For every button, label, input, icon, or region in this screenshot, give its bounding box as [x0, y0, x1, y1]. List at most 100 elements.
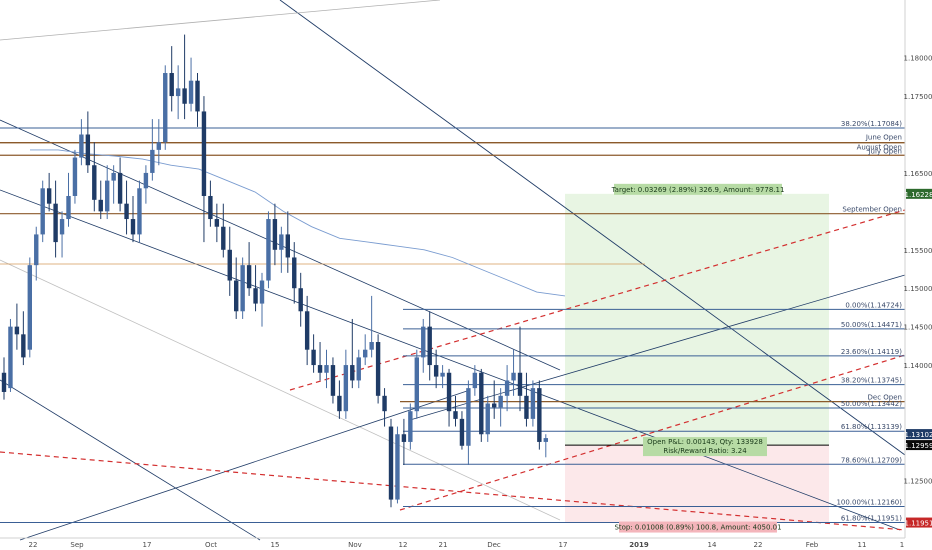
candle-body [492, 403, 497, 408]
candle-body [317, 365, 323, 373]
candle-body [227, 249, 232, 281]
level-label: 61.80%(1.13139) [841, 423, 902, 431]
candlesticks [1, 34, 548, 508]
level-label: 50.00%(1.13442) [841, 400, 902, 408]
candle-body [272, 219, 278, 250]
level-label: September Open [842, 206, 902, 214]
candle-body [459, 418, 465, 446]
candle-body [85, 134, 91, 166]
time-axis: 22 Sep 17 Oct 15 Nov 12 21 Dec 17 2019 14 22 Feb 11 1 [0, 537, 905, 549]
candle-body [330, 365, 336, 396]
price-axis-bg [905, 0, 932, 550]
level-label: Dec Open [868, 394, 902, 402]
candle-body [363, 349, 368, 358]
trend-line [289, 209, 906, 391]
price-tick: 1.17500 [904, 93, 932, 101]
level-label: 50.00%(1.14471) [841, 321, 902, 329]
target-box [614, 183, 782, 195]
candle-body [221, 226, 226, 250]
price-tick: 1.14500 [904, 324, 932, 332]
price-tick: 1.12500 [904, 477, 932, 485]
candle-body [98, 199, 103, 212]
candle-body [92, 165, 97, 200]
candle-body [111, 172, 116, 181]
candle-body [375, 342, 381, 396]
level-label: August Open [857, 144, 902, 152]
trend-line [409, 274, 906, 421]
price-tick: 1.15500 [904, 247, 932, 255]
price-tag [906, 429, 932, 440]
candle-body [188, 80, 194, 104]
candle-body [498, 395, 503, 408]
candle-body [543, 438, 548, 442]
stop-box [619, 521, 777, 533]
candle-body [201, 111, 207, 196]
position-tool[interactable]: Target: 0.03269 (2.89%) 326.9, Amount: 9… [565, 183, 829, 533]
candle-body [72, 157, 78, 196]
candle-body [14, 326, 20, 335]
candle-body [105, 180, 110, 212]
candle-body [356, 357, 361, 381]
candle-body [59, 219, 65, 235]
time-tick: Sep [70, 541, 84, 549]
candle-body [53, 203, 58, 243]
candle-body [214, 219, 220, 227]
candle-body [169, 73, 174, 97]
trend-line [0, 189, 901, 531]
stop-label: Stop: 0.01008 (0.89%) 100.8, Amount: 405… [614, 524, 781, 532]
candle-body [240, 265, 245, 312]
price-tick: 1.16500 [904, 170, 932, 178]
time-tick: 2019 [629, 541, 649, 549]
price-tick: 1.18000 [904, 55, 932, 63]
candle-body [369, 342, 374, 350]
candle-body [208, 195, 213, 220]
trend-line [399, 354, 906, 511]
candle-body [40, 188, 45, 235]
moving-average [30, 149, 566, 297]
trend-line [19, 389, 471, 541]
candle-body [253, 288, 258, 304]
level-label: 78.60%(1.12709) [841, 456, 902, 464]
trend-line [0, 451, 906, 531]
sma-line [30, 149, 566, 297]
candle-body [343, 365, 349, 412]
candle-body [440, 372, 445, 377]
candle-body [304, 311, 310, 350]
candle-body [246, 265, 252, 289]
candle-body [433, 365, 439, 377]
candle-body [524, 395, 529, 419]
candle-body [259, 280, 265, 304]
time-tick: 1 [900, 541, 904, 549]
candle-body [130, 219, 136, 235]
candle-body [234, 280, 239, 312]
candle-body [292, 257, 297, 289]
candle-body [453, 411, 458, 419]
profit-zone [565, 193, 829, 446]
candle-body [8, 326, 13, 389]
candle-body [34, 234, 39, 266]
trend-line [0, 0, 441, 41]
candle-body [511, 372, 516, 381]
level-label: June Open [865, 134, 902, 142]
candle-body [124, 203, 129, 220]
time-tick: Nov [348, 541, 362, 549]
candle-body [427, 326, 432, 366]
target-label: Target: 0.03269 (2.89%) 326.9, Amount: 9… [611, 186, 785, 194]
candle-body [285, 234, 290, 258]
level-label: 23.60%(1.14119) [841, 348, 902, 356]
candle-body [1, 372, 7, 392]
candle-body [517, 372, 523, 396]
trend-lines [0, 0, 906, 541]
candle-body [388, 426, 394, 500]
candle-body [137, 188, 142, 235]
pnl-label: Open P&L: 0.00143, Qty: 133928 [647, 438, 763, 446]
time-tick: Feb [806, 541, 819, 549]
candle-body [382, 395, 387, 412]
level-label: 0.00%(1.14724) [845, 301, 902, 309]
time-tick: 21 [439, 541, 448, 549]
price-tag-label: 1.13102 [905, 431, 932, 439]
candle-body [485, 403, 490, 435]
time-tick: 17 [559, 541, 568, 549]
trend-line [0, 259, 561, 521]
